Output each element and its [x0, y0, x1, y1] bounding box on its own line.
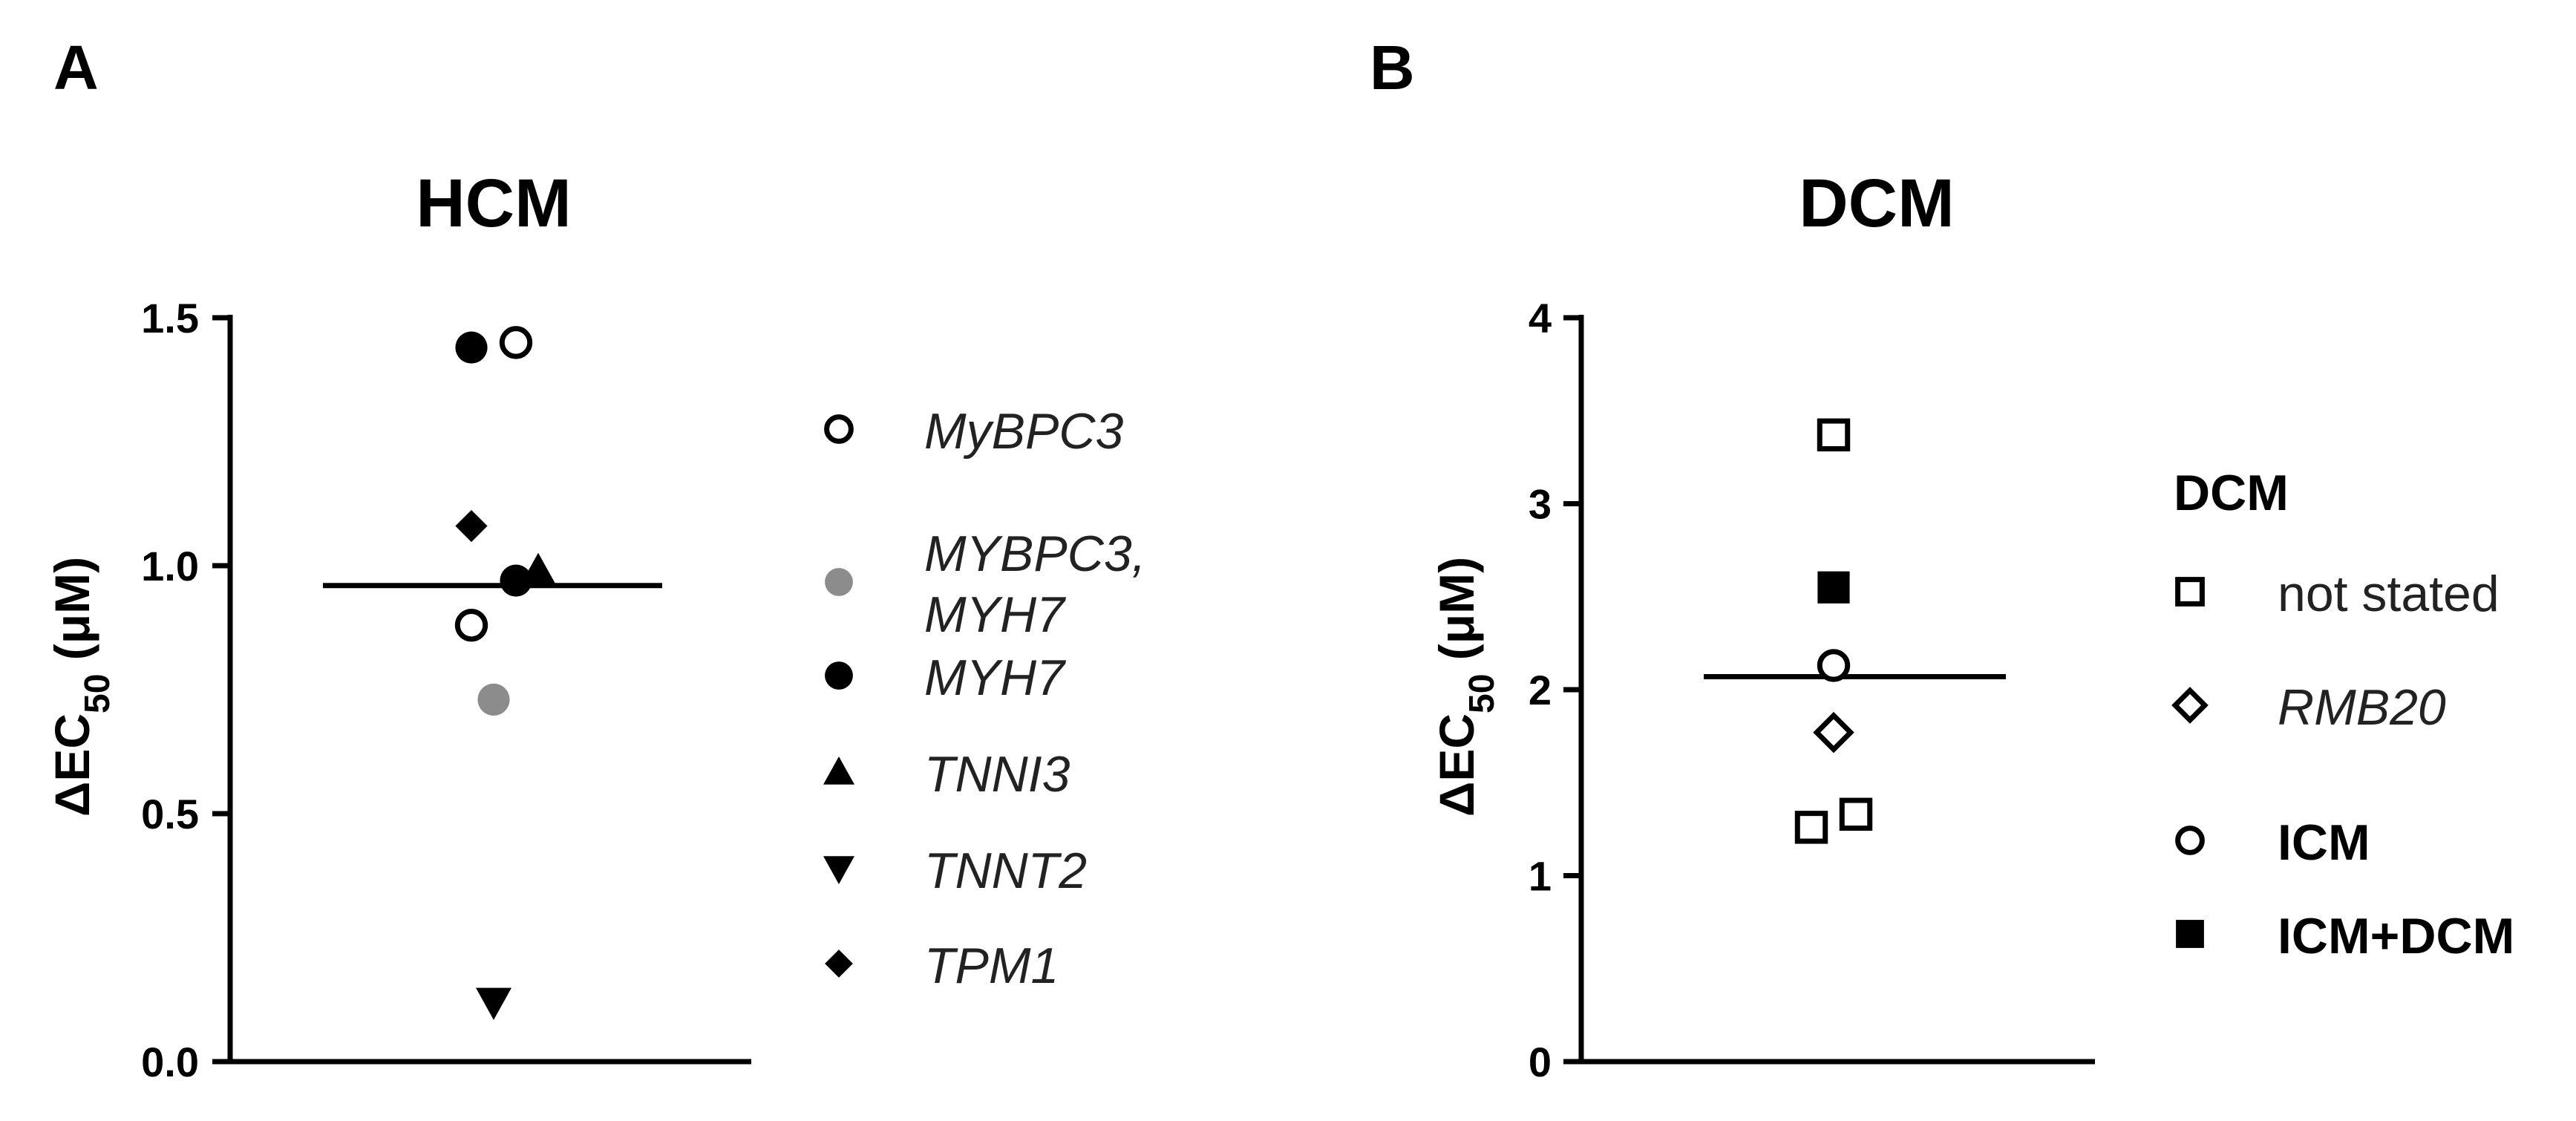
y-tick-label: 1.0	[141, 543, 199, 589]
data-point	[520, 552, 556, 585]
data-point	[1817, 571, 1850, 604]
chart-title-hcm: HCM	[416, 166, 572, 241]
y-axis-label-prefix: ΔEC	[45, 713, 99, 817]
data-point	[455, 331, 488, 364]
legend-marker	[2175, 826, 2205, 855]
legend-label: MyBPC3	[924, 403, 1123, 460]
legend-label: ICM	[2278, 814, 2370, 871]
legend-marker	[2176, 920, 2204, 948]
data-point	[500, 564, 532, 597]
data-point	[1839, 797, 1873, 831]
y-tick-label: 0.0	[141, 1039, 199, 1085]
legend-label: RMB20	[2278, 679, 2446, 736]
data-point	[1813, 711, 1854, 754]
legend-marker	[825, 568, 853, 596]
dcm-legend: not stated RMB20 ICM ICM+DCM	[2171, 566, 2514, 964]
y-tick-label: 1.5	[141, 295, 199, 341]
hcm-chart: HCM ΔEC50 (μM) 0.0 0.5 1.0 1.5 MyBPC3 MYBPC3…	[45, 166, 1146, 1085]
dcm-chart: DCM ΔEC50 (μM) DCM 0 1 2 3 4 not stated RMB20…	[1429, 166, 2514, 1085]
data-point	[1817, 418, 1851, 452]
data-point	[1794, 811, 1828, 844]
dcm-marks: 0 1 2 3 4	[1529, 295, 2095, 1085]
y-axis-label-subscript: 50	[1462, 674, 1502, 713]
y-axis-label-prefix: ΔEC	[1429, 713, 1484, 817]
y-axis-label-suffix: (μM)	[45, 557, 99, 674]
y-tick-label: 4	[1529, 295, 1552, 341]
panel-letter-a: A	[53, 33, 99, 102]
y-axis-label-subscript: 50	[78, 674, 117, 713]
y-axis-label-hcm: ΔEC50 (μM)	[45, 557, 117, 817]
data-point	[499, 326, 533, 359]
legend-marker	[825, 950, 853, 978]
hcm-marks: 0.0 0.5 1.0 1.5	[141, 295, 751, 1085]
panel-letter-b: B	[1370, 33, 1415, 102]
data-point	[454, 608, 488, 642]
legend-label: MYH7	[924, 586, 1066, 643]
y-tick-label: 0.5	[141, 791, 199, 837]
legend-label: not stated	[2278, 566, 2500, 622]
legend-marker	[2175, 577, 2205, 607]
y-tick-label: 3	[1529, 481, 1552, 528]
data-point	[476, 987, 511, 1020]
y-tick-label: 1	[1529, 853, 1552, 900]
chart-title-dcm: DCM	[1799, 166, 1955, 241]
legend-marker	[823, 856, 854, 884]
legend-marker	[2171, 687, 2209, 724]
y-axis-label-dcm: ΔEC50 (μM)	[1429, 557, 1502, 817]
legend-label: TNNT2	[924, 843, 1087, 899]
legend-marker	[825, 661, 853, 690]
legend-label: TNNI3	[924, 746, 1070, 803]
data-point	[477, 683, 510, 716]
legend-label: TPM1	[924, 938, 1059, 994]
y-tick-label: 2	[1529, 667, 1552, 713]
legend-marker	[824, 414, 854, 444]
legend-label: MYBPC3,	[924, 526, 1146, 582]
data-point	[1817, 649, 1851, 682]
y-axis-label-suffix: (μM)	[1429, 557, 1484, 674]
legend-title-dcm: DCM	[2174, 465, 2289, 521]
legend-label: ICM+DCM	[2278, 908, 2514, 964]
legend-label: MYH7	[924, 650, 1066, 706]
data-point	[455, 509, 488, 543]
legend-marker	[823, 756, 854, 785]
y-tick-label: 0	[1529, 1039, 1552, 1085]
